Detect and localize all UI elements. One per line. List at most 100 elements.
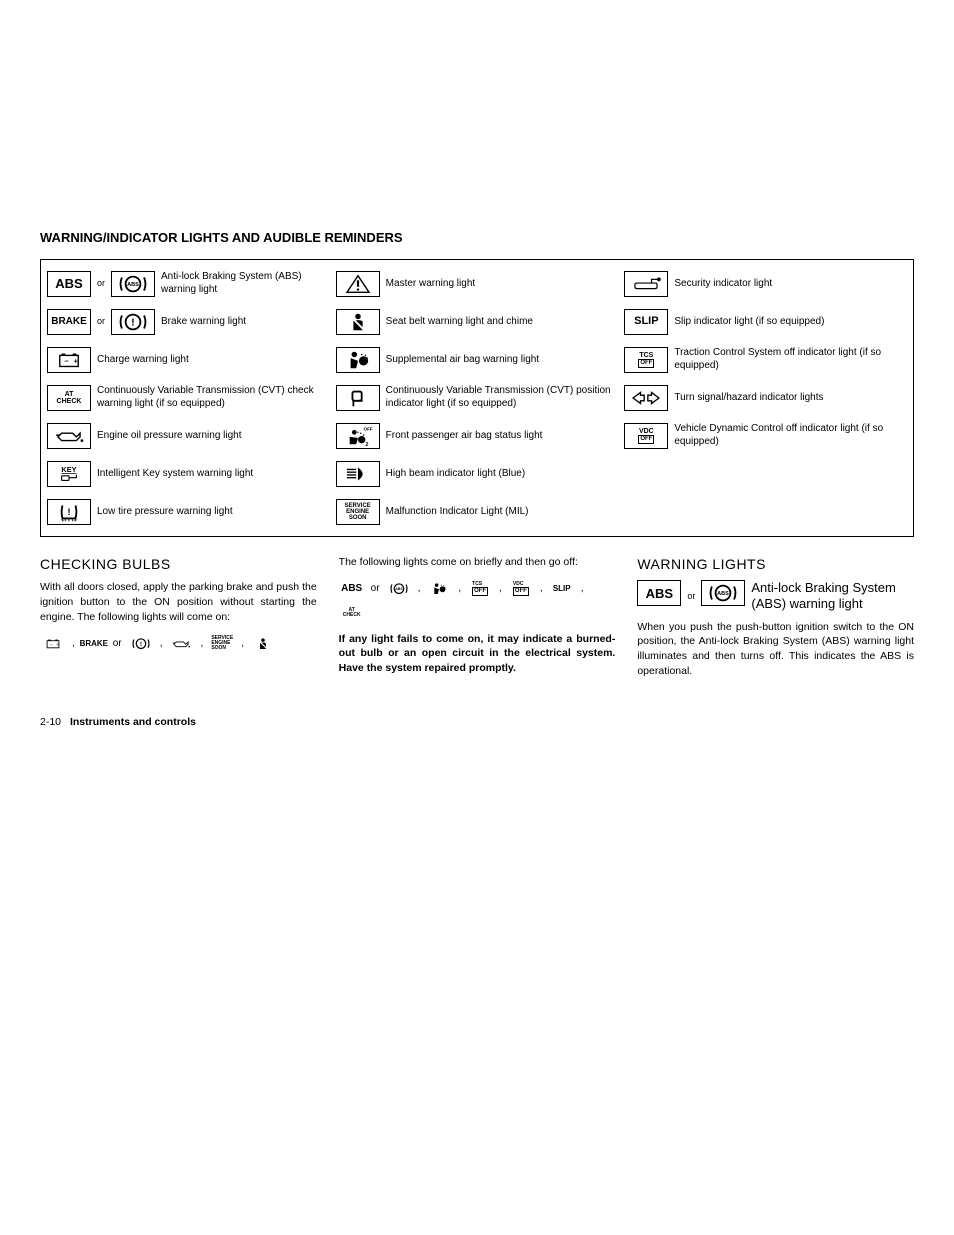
security-icon [624, 271, 668, 297]
row-security: Security indicator light [624, 268, 907, 300]
section-title: WARNING/INDICATOR LIGHTS AND AUDIBLE REM… [40, 230, 914, 247]
brake-circle-icon [128, 635, 154, 653]
row-turn: Turn signal/hazard indicator lights [624, 382, 907, 414]
tire-icon [47, 499, 91, 525]
row-label: Continuously Variable Transmission (CVT)… [97, 385, 330, 410]
row-key: Intelligent Key system warning light [47, 458, 330, 490]
body-col-3: WARNING LIGHTS ABS or Anti-lock Braking … [637, 555, 914, 689]
brake-circle-icon [111, 309, 155, 335]
checking-bulbs-title: CHECKING BULBS [40, 555, 317, 575]
page-number: 2-10 [40, 716, 61, 728]
brake-text-icon: BRAKE [47, 309, 91, 335]
slip-icon: SLIP [549, 580, 575, 598]
slip-icon: SLIP [624, 309, 668, 335]
or-text: or [113, 637, 122, 651]
at-check-icon: ATCHECK [339, 604, 365, 622]
row-cvt-check: ATCHECK Continuously Variable Transmissi… [47, 382, 330, 414]
body-col-2: The following lights come on briefly and… [339, 555, 616, 689]
abs-text-icon: ABS [339, 580, 365, 598]
row-cvt-pos: Continuously Variable Transmission (CVT)… [336, 382, 619, 414]
or-text: or [97, 278, 105, 289]
row-label: Vehicle Dynamic Control off indicator li… [674, 423, 907, 448]
abs-text-icon: ABS [47, 271, 91, 297]
row-tcs: TCSOFF Traction Control System off indic… [624, 344, 907, 376]
row-label: Supplemental air bag warning light [386, 354, 619, 367]
service-engine-icon: SERVICEENGINESOON [209, 635, 235, 653]
abs-circle-icon [701, 580, 745, 606]
passenger-icon [336, 423, 380, 449]
row-label: Intelligent Key system warning light [97, 468, 330, 481]
row-label: Front passenger air bag status light [386, 430, 619, 443]
abs-circle-icon [111, 271, 155, 297]
vdc-off-icon: VDCOFF [508, 580, 534, 598]
row-label: Turn signal/hazard indicator lights [674, 392, 907, 405]
row-airbag: Supplemental air bag warning light [336, 344, 619, 376]
tcs-off-icon: TCSOFF [624, 347, 668, 373]
row-highbeam: High beam indicator light (Blue) [336, 458, 619, 490]
grid-col-2: Master warning light Seat belt warning l… [336, 268, 619, 528]
or-text: or [97, 316, 105, 327]
row-tire: Low tire pressure warning light [47, 496, 330, 528]
oilcan-icon [47, 423, 91, 449]
brake-text-icon: BRAKE [81, 635, 107, 653]
fail-warning-text: If any light fails to come on, it may in… [339, 632, 616, 676]
highbeam-icon [336, 461, 380, 487]
airbag-icon [426, 580, 452, 598]
airbag-icon [336, 347, 380, 373]
row-label: Low tire pressure warning light [97, 506, 330, 519]
body-col-1: CHECKING BULBS With all doors closed, ap… [40, 555, 317, 689]
row-brake: BRAKE or Brake warning light [47, 306, 330, 338]
grid-col-1: ABS or Anti-lock Braking System (ABS) wa… [47, 268, 330, 528]
abs-circle-icon [386, 580, 412, 598]
abs-description: When you push the push-button ignition s… [637, 620, 914, 679]
or-text: or [371, 582, 380, 596]
row-label: Brake warning light [161, 316, 330, 329]
row-label: Slip indicator light (if so equipped) [674, 316, 907, 329]
tcs-off-icon: TCSOFF [467, 580, 493, 598]
row-label: Charge warning light [97, 354, 330, 367]
grid-col-3: Security indicator light SLIP Slip indic… [624, 268, 907, 528]
row-slip: SLIP Slip indicator light (if so equippe… [624, 306, 907, 338]
row-label: Malfunction Indicator Light (MIL) [386, 506, 619, 519]
row-vdc: VDCOFF Vehicle Dynamic Control off indic… [624, 420, 907, 452]
page-section-name: Instruments and controls [70, 716, 196, 728]
at-check-icon: ATCHECK [47, 385, 91, 411]
vdc-off-icon: VDCOFF [624, 423, 668, 449]
abs-text-icon: ABS [637, 580, 681, 606]
checking-bulbs-text: With all doors closed, apply the parking… [40, 580, 317, 624]
indicator-grid: ABS or Anti-lock Braking System (ABS) wa… [40, 259, 914, 537]
battery-icon [40, 635, 66, 653]
oilcan-icon [168, 635, 194, 653]
abs-head-label: Anti-lock Braking System (ABS) warning l… [751, 580, 914, 611]
battery-icon [47, 347, 91, 373]
page-footer: 2-10 Instruments and controls [40, 716, 914, 728]
row-label: Anti-lock Braking System (ABS) warning l… [161, 271, 330, 296]
row-label: Traction Control System off indicator li… [674, 347, 907, 372]
warning-head: ABS or Anti-lock Braking System (ABS) wa… [637, 580, 914, 611]
warning-lights-title: WARNING LIGHTS [637, 555, 914, 575]
row-abs: ABS or Anti-lock Braking System (ABS) wa… [47, 268, 330, 300]
seatbelt-icon [336, 309, 380, 335]
seatbelt-icon [250, 635, 276, 653]
triangle-icon [336, 271, 380, 297]
row-master: Master warning light [336, 268, 619, 300]
row-label: Seat belt warning light and chime [386, 316, 619, 329]
row-label: Engine oil pressure warning light [97, 430, 330, 443]
row-oil: Engine oil pressure warning light [47, 420, 330, 452]
row-label: Security indicator light [674, 278, 907, 291]
row-passenger: Front passenger air bag status light [336, 420, 619, 452]
pshift-icon [336, 385, 380, 411]
service-engine-icon: SERVICEENGINESOON [336, 499, 380, 525]
row-seatbelt: Seat belt warning light and chime [336, 306, 619, 338]
body-columns: CHECKING BULBS With all doors closed, ap… [40, 555, 914, 689]
inline-icons-2: ABS or , , TCSOFF, VDCOFF, SLIP, ATCHECK [339, 580, 616, 622]
row-charge: Charge warning light [47, 344, 330, 376]
row-mil: SERVICEENGINESOON Malfunction Indicator … [336, 496, 619, 528]
brief-lights-text: The following lights come on briefly and… [339, 555, 616, 570]
turn-icon [624, 385, 668, 411]
or-text: or [687, 590, 695, 603]
row-label: High beam indicator light (Blue) [386, 468, 619, 481]
key-icon [47, 461, 91, 487]
row-label: Master warning light [386, 278, 619, 291]
row-label: Continuously Variable Transmission (CVT)… [386, 385, 619, 410]
